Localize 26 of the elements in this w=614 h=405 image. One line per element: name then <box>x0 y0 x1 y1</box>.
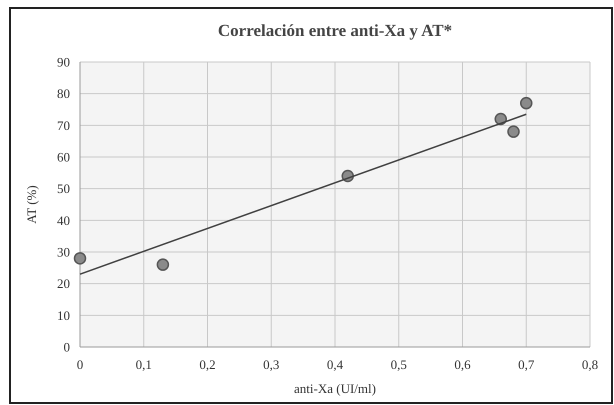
x-axis-title: anti-Xa (UI/ml) <box>294 381 376 396</box>
x-tick-label: 0,8 <box>582 357 598 372</box>
y-tick-label: 40 <box>57 212 70 228</box>
point <box>74 252 86 265</box>
y-tick-label: 70 <box>57 118 70 133</box>
point <box>507 125 520 138</box>
y-axis-title: AT (%) <box>24 185 39 224</box>
y-tick-label: 80 <box>57 86 70 102</box>
point <box>156 258 170 271</box>
y-tick-label: 20 <box>57 276 70 292</box>
x-tick-label: 0,5 <box>390 357 407 372</box>
y-tick-label: 10 <box>57 308 70 323</box>
y-tick-label: 60 <box>57 150 70 165</box>
x-tick-label: 0,3 <box>263 357 280 372</box>
y-tick-label: 50 <box>57 181 70 196</box>
x-tick-label: 0,1 <box>136 357 152 372</box>
x-tick-label: 0,2 <box>199 357 216 372</box>
y-tick-label: 90 <box>57 54 70 70</box>
x-tick-label: 0 <box>76 357 84 372</box>
x-tick-label: 0,6 <box>454 357 472 372</box>
chart-title: Correlación entre anti-Xa y AT* <box>218 21 452 40</box>
y-tick-label: 30 <box>57 244 70 260</box>
y-tick-label: 0 <box>64 340 70 355</box>
point <box>520 96 532 110</box>
x-tick-label: 0,4 <box>326 357 344 372</box>
x-tick-label: 0,7 <box>518 357 535 372</box>
